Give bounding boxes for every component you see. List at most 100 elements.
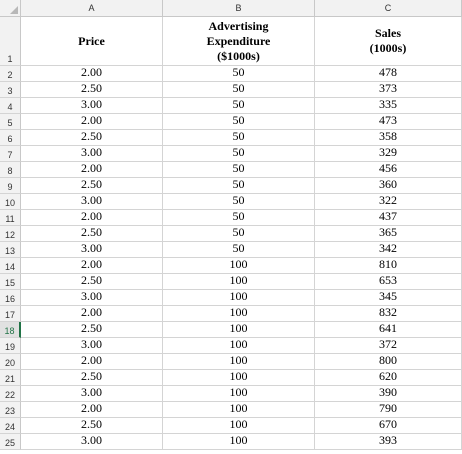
row-header[interactable]: 4 xyxy=(0,98,21,114)
cell-advertising[interactable]: 100 xyxy=(163,353,315,370)
cell-sales[interactable]: 437 xyxy=(315,209,462,226)
cell-price[interactable]: 3.00 xyxy=(21,145,163,162)
cell-advertising[interactable]: 100 xyxy=(163,273,315,290)
row-header[interactable]: 2 xyxy=(0,66,21,82)
cell-advertising[interactable]: 50 xyxy=(163,145,315,162)
cell-advertising[interactable]: 50 xyxy=(163,209,315,226)
row-header[interactable]: 9 xyxy=(0,178,21,194)
header-sales[interactable]: Sales (1000s) xyxy=(315,17,462,66)
cell-price[interactable]: 2.00 xyxy=(21,209,163,226)
cell-sales[interactable]: 393 xyxy=(315,433,462,450)
row-header[interactable]: 25 xyxy=(0,434,21,450)
cell-price[interactable]: 2.50 xyxy=(21,225,163,242)
cell-advertising[interactable]: 50 xyxy=(163,113,315,130)
cell-advertising[interactable]: 50 xyxy=(163,225,315,242)
cell-advertising[interactable]: 100 xyxy=(163,257,315,274)
cell-advertising[interactable]: 100 xyxy=(163,289,315,306)
cell-sales[interactable]: 360 xyxy=(315,177,462,194)
cell-price[interactable]: 3.00 xyxy=(21,385,163,402)
cell-advertising[interactable]: 100 xyxy=(163,417,315,434)
row-header[interactable]: 3 xyxy=(0,82,21,98)
cell-sales[interactable]: 345 xyxy=(315,289,462,306)
row-header[interactable]: 18 xyxy=(0,322,21,338)
row-header[interactable]: 17 xyxy=(0,306,21,322)
cell-sales[interactable]: 620 xyxy=(315,369,462,386)
cell-sales[interactable]: 790 xyxy=(315,401,462,418)
row-header[interactable]: 8 xyxy=(0,162,21,178)
row-header[interactable]: 13 xyxy=(0,242,21,258)
cell-sales[interactable]: 473 xyxy=(315,113,462,130)
cell-price[interactable]: 2.50 xyxy=(21,369,163,386)
row-header[interactable]: 21 xyxy=(0,370,21,386)
cell-advertising[interactable]: 50 xyxy=(163,129,315,146)
header-price[interactable]: Price xyxy=(21,17,163,66)
row-header[interactable]: 5 xyxy=(0,114,21,130)
cell-sales[interactable]: 456 xyxy=(315,161,462,178)
header-advertising-expenditure[interactable]: Advertising Expenditure ($1000s) xyxy=(163,17,315,66)
cell-sales[interactable]: 800 xyxy=(315,353,462,370)
column-header-a[interactable]: A xyxy=(21,0,163,17)
cell-price[interactable]: 3.00 xyxy=(21,433,163,450)
cell-price[interactable]: 2.50 xyxy=(21,273,163,290)
column-header-b[interactable]: B xyxy=(163,0,315,17)
cell-price[interactable]: 3.00 xyxy=(21,97,163,114)
row-header[interactable]: 22 xyxy=(0,386,21,402)
row-header[interactable]: 20 xyxy=(0,354,21,370)
row-header[interactable]: 15 xyxy=(0,274,21,290)
row-header[interactable]: 11 xyxy=(0,210,21,226)
cell-price[interactable]: 2.00 xyxy=(21,161,163,178)
cell-price[interactable]: 2.00 xyxy=(21,65,163,82)
cell-advertising[interactable]: 50 xyxy=(163,241,315,258)
row-header[interactable]: 1 xyxy=(0,17,21,66)
cell-price[interactable]: 3.00 xyxy=(21,193,163,210)
cell-sales[interactable]: 478 xyxy=(315,65,462,82)
cell-sales[interactable]: 373 xyxy=(315,81,462,98)
row-header[interactable]: 12 xyxy=(0,226,21,242)
cell-sales[interactable]: 322 xyxy=(315,193,462,210)
cell-sales[interactable]: 653 xyxy=(315,273,462,290)
cell-sales[interactable]: 390 xyxy=(315,385,462,402)
cell-sales[interactable]: 358 xyxy=(315,129,462,146)
cell-price[interactable]: 2.00 xyxy=(21,401,163,418)
cell-price[interactable]: 2.50 xyxy=(21,417,163,434)
cell-advertising[interactable]: 100 xyxy=(163,337,315,354)
row-header[interactable]: 19 xyxy=(0,338,21,354)
row-header[interactable]: 10 xyxy=(0,194,21,210)
cell-advertising[interactable]: 50 xyxy=(163,193,315,210)
cell-advertising[interactable]: 50 xyxy=(163,97,315,114)
cell-price[interactable]: 2.50 xyxy=(21,129,163,146)
cell-advertising[interactable]: 100 xyxy=(163,369,315,386)
cell-sales[interactable]: 335 xyxy=(315,97,462,114)
row-header[interactable]: 14 xyxy=(0,258,21,274)
cell-advertising[interactable]: 100 xyxy=(163,401,315,418)
cell-price[interactable]: 2.00 xyxy=(21,257,163,274)
cell-price[interactable]: 2.00 xyxy=(21,353,163,370)
cell-price[interactable]: 3.00 xyxy=(21,337,163,354)
cell-price[interactable]: 2.50 xyxy=(21,81,163,98)
cell-sales[interactable]: 641 xyxy=(315,321,462,338)
cell-price[interactable]: 2.00 xyxy=(21,113,163,130)
cell-sales[interactable]: 329 xyxy=(315,145,462,162)
cell-sales[interactable]: 342 xyxy=(315,241,462,258)
cell-advertising[interactable]: 50 xyxy=(163,161,315,178)
cell-advertising[interactable]: 100 xyxy=(163,305,315,322)
row-header[interactable]: 24 xyxy=(0,418,21,434)
cell-advertising[interactable]: 100 xyxy=(163,385,315,402)
select-all-corner[interactable] xyxy=(0,0,21,17)
cell-price[interactable]: 3.00 xyxy=(21,289,163,306)
cell-sales[interactable]: 810 xyxy=(315,257,462,274)
cell-price[interactable]: 2.00 xyxy=(21,305,163,322)
cell-advertising[interactable]: 100 xyxy=(163,321,315,338)
cell-sales[interactable]: 670 xyxy=(315,417,462,434)
cell-advertising[interactable]: 50 xyxy=(163,177,315,194)
cell-sales[interactable]: 372 xyxy=(315,337,462,354)
row-header[interactable]: 6 xyxy=(0,130,21,146)
cell-advertising[interactable]: 50 xyxy=(163,81,315,98)
cell-sales[interactable]: 365 xyxy=(315,225,462,242)
row-header[interactable]: 23 xyxy=(0,402,21,418)
cell-advertising[interactable]: 50 xyxy=(163,65,315,82)
cell-sales[interactable]: 832 xyxy=(315,305,462,322)
cell-price[interactable]: 2.50 xyxy=(21,177,163,194)
row-header[interactable]: 16 xyxy=(0,290,21,306)
cell-price[interactable]: 2.50 xyxy=(21,321,163,338)
